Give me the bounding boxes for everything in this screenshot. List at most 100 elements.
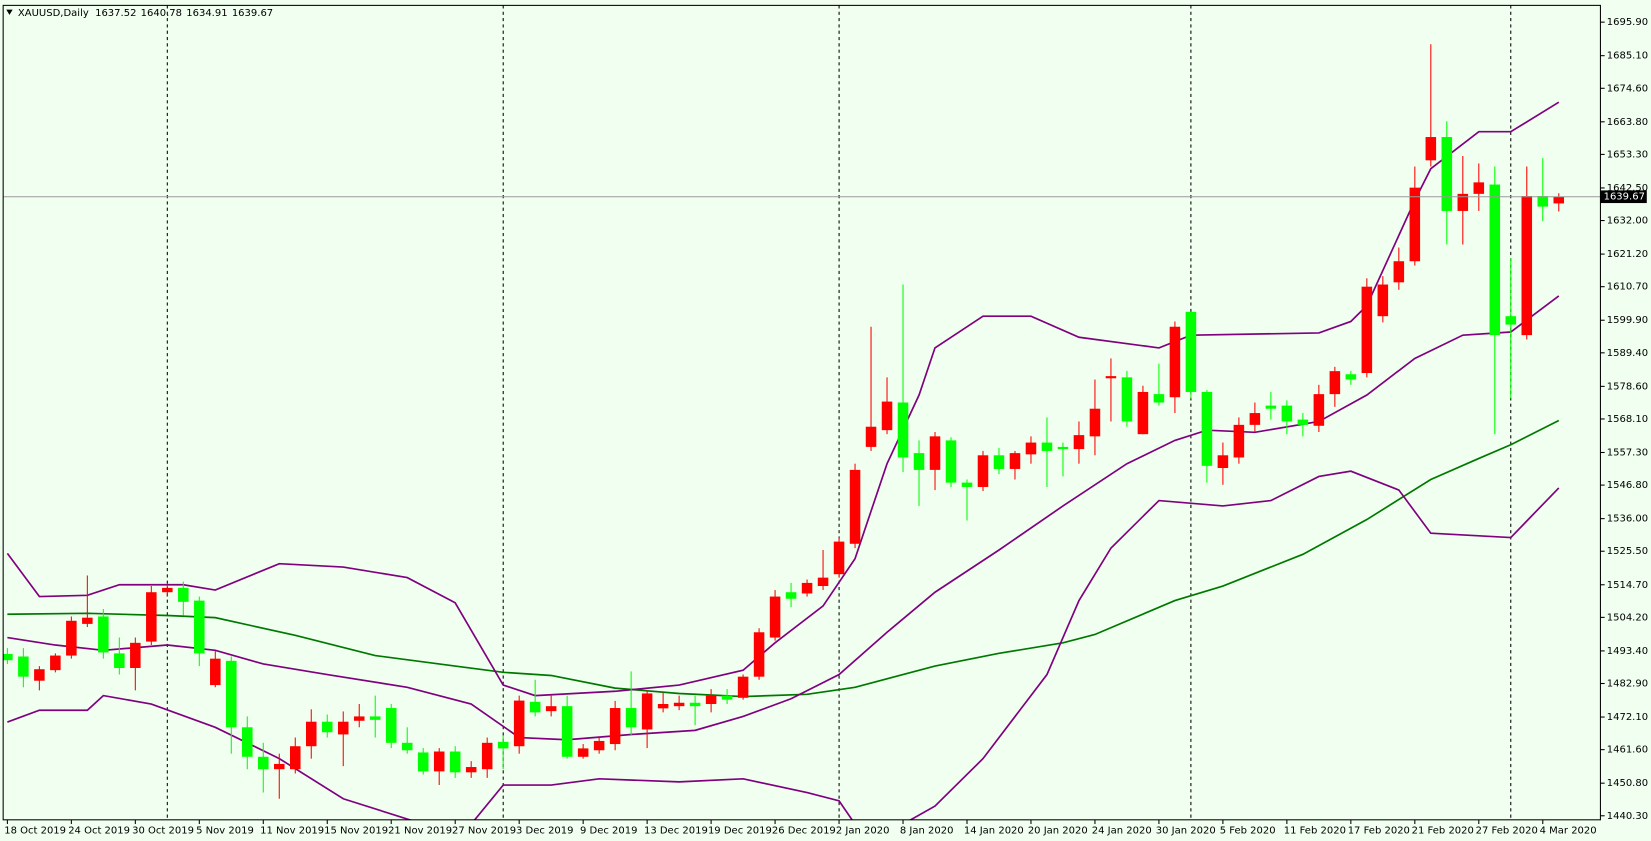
candle-body: [34, 669, 45, 681]
candle-body: [433, 751, 445, 772]
candle-body: [1153, 394, 1165, 403]
candle-body: [785, 592, 797, 599]
candle-body: [929, 436, 941, 470]
x-tick-label: 3 Dec 2019: [516, 825, 574, 836]
x-tick-label: 24 Oct 2019: [68, 825, 130, 836]
candle-body: [1329, 371, 1341, 395]
candle-body: [289, 746, 301, 770]
x-tick-label: 20 Jan 2020: [1028, 825, 1088, 836]
price-label-box: [1600, 190, 1647, 204]
x-tick-label: 2 Jan 2020: [836, 825, 890, 836]
candle-body: [146, 592, 157, 642]
x-tick-label: 30 Oct 2019: [132, 825, 194, 836]
y-tick-label: 1525.50: [1607, 546, 1648, 557]
candle-body: [545, 706, 557, 712]
y-tick-label: 1440.30: [1607, 811, 1648, 822]
candle-body: [369, 716, 381, 720]
candle-body: [1409, 187, 1421, 262]
candle-body: [689, 702, 701, 707]
candle-body: [1185, 311, 1197, 392]
y-tick-label: 1504.20: [1607, 612, 1648, 623]
candle-body: [305, 721, 317, 747]
candle-body: [833, 541, 845, 575]
candle-body: [577, 748, 589, 757]
x-tick-label: 30 Jan 2020: [1156, 825, 1216, 836]
y-tick-label: 1685.10: [1607, 51, 1648, 62]
candle-body: [114, 653, 125, 668]
price-label: 1639.67: [1604, 192, 1645, 203]
candle-body: [881, 401, 893, 431]
y-tick-label: 1653.30: [1607, 149, 1648, 160]
last-close: 1639.67: [232, 8, 273, 19]
x-tick-label: 27 Feb 2020: [1476, 825, 1538, 836]
x-tick-label: 21 Nov 2019: [388, 825, 452, 836]
candle-body: [481, 742, 493, 770]
candle-body: [817, 577, 829, 587]
candle-body: [449, 751, 461, 773]
y-tick-label: 1461.60: [1607, 745, 1648, 756]
y-tick-label: 1632.00: [1607, 216, 1648, 227]
candle-body: [1489, 184, 1501, 336]
candle-body: [1025, 442, 1037, 455]
candle-body: [353, 716, 365, 721]
candle-body: [721, 695, 733, 700]
x-tick-label: 27 Nov 2019: [452, 825, 516, 836]
y-tick-label: 1695.90: [1607, 17, 1648, 28]
candle-body: [178, 587, 189, 602]
candle-body: [337, 721, 349, 735]
candle-body: [769, 596, 781, 638]
x-tick-label: 17 Feb 2020: [1348, 825, 1410, 836]
x-tick-label: 4 Mar 2020: [1540, 825, 1597, 836]
x-tick-label: 26 Dec 2019: [772, 825, 836, 836]
candle-body: [945, 440, 957, 483]
x-tick-label: 11 Nov 2019: [260, 825, 324, 836]
candle-body: [1377, 284, 1389, 317]
y-tick-label: 1536.00: [1607, 514, 1648, 525]
y-tick-label: 1642.50: [1607, 183, 1648, 194]
chart-header: XAUUSD,Daily 1637.52 1640.78 1634.91 1639.67: [18, 8, 273, 19]
x-tick-label: 19 Dec 2019: [708, 825, 772, 836]
x-tick-label: 13 Dec 2019: [644, 825, 708, 836]
y-tick-label: 1663.80: [1607, 117, 1648, 128]
candle-body: [1121, 377, 1133, 422]
indicator-line: [7, 419, 1560, 698]
candle-body: [258, 756, 269, 770]
plot-area: [3, 5, 1601, 820]
y-tick-label: 1578.60: [1607, 381, 1648, 392]
candle-body: [162, 587, 173, 593]
candle-body: [657, 704, 669, 709]
candle-body: [50, 655, 61, 671]
candle-body: [529, 701, 541, 713]
candle-body: [385, 708, 397, 743]
x-tick-label: 18 Oct 2019: [4, 825, 66, 836]
candle-body: [1249, 413, 1261, 425]
candle-body: [417, 752, 429, 772]
y-tick-label: 1589.40: [1607, 348, 1648, 359]
candle-body: [913, 453, 925, 470]
x-tick-label: 9 Dec 2019: [580, 825, 638, 836]
last-open: 1637.52: [95, 8, 136, 19]
candle-body: [1441, 137, 1453, 211]
candle-body: [1473, 182, 1485, 194]
candle-body: [194, 600, 205, 654]
x-tick-label: 24 Jan 2020: [1092, 825, 1152, 836]
candle-body: [1041, 442, 1053, 451]
y-tick-label: 1674.60: [1607, 83, 1648, 94]
candle-body: [66, 620, 77, 656]
candle-body: [1313, 394, 1325, 426]
candle-body: [561, 706, 573, 757]
candle-body: [226, 660, 237, 728]
candle-body: [1425, 137, 1437, 161]
candle-body: [130, 642, 141, 668]
candle-body: [1169, 326, 1181, 398]
x-tick-label: 14 Jan 2020: [964, 825, 1024, 836]
candle-body: [1537, 196, 1549, 207]
candle-body: [18, 656, 29, 677]
candle-body: [993, 455, 1005, 469]
candle-body: [1009, 453, 1021, 469]
candle-body: [1457, 193, 1469, 211]
candle-body: [1137, 391, 1149, 435]
x-tick-label: 15 Nov 2019: [324, 825, 388, 836]
